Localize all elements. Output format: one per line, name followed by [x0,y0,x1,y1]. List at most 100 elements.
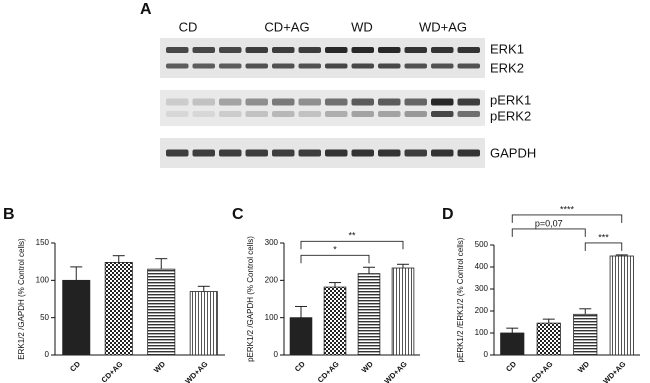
y-tick-label: 100 [475,328,489,337]
blot-band [404,98,427,106]
blot-band [192,98,215,106]
lane-group-label: WD+AG [419,19,467,34]
significance-bracket: *** [584,232,623,251]
blot-band [431,63,454,69]
significance-label: **** [560,204,575,214]
error-bar [295,305,307,318]
blot-band [431,47,454,53]
x-tick-label: CD [293,359,307,373]
blot-band [166,47,189,53]
blot-band [272,98,295,106]
x-tick-label: CD [504,359,518,373]
band-label: pERK2 [490,108,531,123]
lane-group-label: CD [179,19,198,34]
blot-band [245,111,268,117]
blot-band [457,63,480,69]
significance-bracket: **** [511,204,623,223]
blot-band [431,111,454,117]
bar [357,273,381,356]
significance-bracket: ** [300,231,404,250]
bar [391,267,415,356]
x-tick-label: WD [360,359,376,375]
band-label: pERK1 [490,92,531,107]
x-tick-label: WD [576,359,592,375]
significance-bracket: p=0,07 [511,218,586,237]
y-tick-label: 0 [274,350,279,359]
y-tick-label: 300 [475,284,489,293]
significance-label: *** [598,232,609,242]
blot-band [351,47,374,53]
y-tick-label: 500 [475,240,489,249]
bar [323,286,347,356]
bar [573,313,598,356]
blot-band [378,98,401,106]
bracket-line [300,254,370,264]
blot-strip [160,90,485,126]
band-label: ERK2 [490,60,524,75]
x-tick-label: CD+AG [529,359,554,383]
bar [189,291,218,356]
bracket-line [300,240,404,250]
blot-band [457,111,480,117]
blot-band [298,63,321,69]
y-tick-label: 150 [36,238,50,247]
error-bar [363,266,375,274]
error-bar [397,263,409,269]
blot-band [325,63,348,69]
blot-band [219,111,242,117]
blot-band [378,149,401,157]
y-tick-label: 200 [265,275,279,284]
blot-band [219,63,242,69]
blot-band [192,63,215,69]
blot-band [219,47,242,53]
error-bar [197,285,210,292]
blot-band [272,63,295,69]
blot-band [378,63,401,69]
bar [609,255,634,356]
y-axis-label: ERK1/2 /GAPDH (% Control cells) [17,238,26,360]
blot-band [457,98,480,106]
bracket-line [584,242,623,251]
band-label: GAPDH [490,145,536,160]
blot-band [298,111,321,117]
error-bar [155,258,168,270]
blot-band [272,47,295,53]
bar [104,262,133,356]
blot-band [219,149,242,157]
blot-band [378,47,401,53]
significance-bracket: * [300,245,370,264]
error-bar [506,327,519,333]
lane-group-label: CD+AG [264,19,309,34]
blot-band [245,47,268,53]
blot-band [351,98,374,106]
panel-letter: B [3,206,15,223]
blot-band [245,63,268,69]
lane-group-label: WD [351,19,373,34]
blot-band [325,98,348,106]
blot-band [166,111,189,117]
x-tick-label: CD+AG [316,359,341,383]
bar [536,322,561,356]
bar [62,279,91,356]
y-tick-label: 50 [40,313,49,322]
y-axis-label: pERK1/2 /ERK1/2 (% Control cells) [456,237,465,362]
blot-band [219,98,242,106]
blot-band [192,47,215,53]
blot-band [404,63,427,69]
blot-band [457,149,480,157]
y-tick-label: 400 [475,262,489,271]
x-tick-label: WD [152,359,168,375]
blot-band [431,98,454,106]
x-tick-label: WD+AG [383,359,409,383]
panel-letter: A [140,1,152,18]
bracket-line [511,228,586,237]
blot-band [404,149,427,157]
blot-band [166,98,189,106]
y-tick-label: 0 [484,350,489,359]
blot-band [351,111,374,117]
error-bar [542,318,555,324]
error-bar [70,266,83,281]
bar [500,332,525,356]
blot-band [166,149,189,157]
